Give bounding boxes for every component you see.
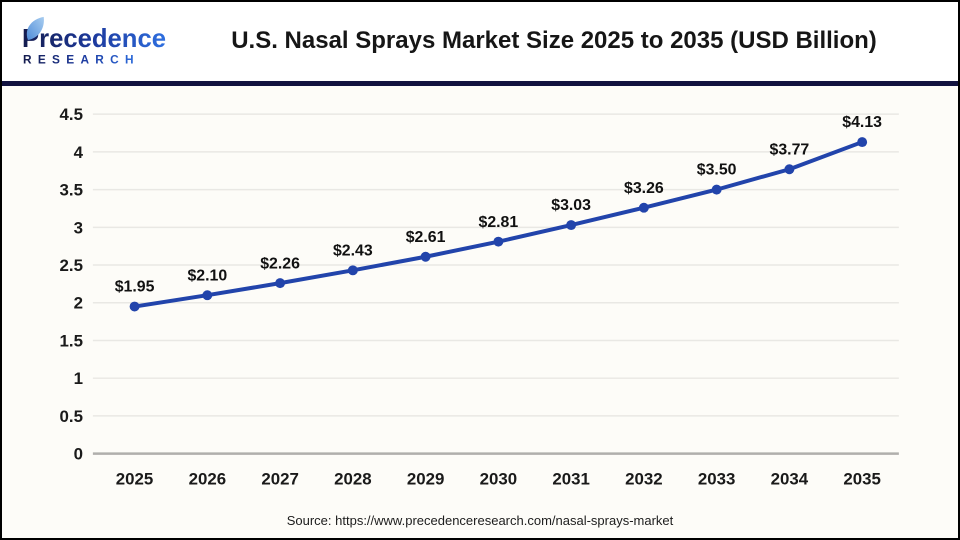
y-tick-label: 1 [74,369,83,388]
x-tick-label: 2033 [698,469,736,488]
y-tick-label: 0 [74,445,83,464]
data-point [493,236,504,247]
logo-subtext: RESEARCH [23,52,140,66]
data-label: $1.95 [115,279,155,296]
data-label: $3.03 [551,197,591,214]
y-tick-label: 2 [74,294,83,313]
x-tick-label: 2035 [843,469,881,488]
data-point [275,278,286,289]
y-tick-label: 4 [74,143,84,162]
x-tick-label: 2027 [261,469,299,488]
logo-wordmark: Precedence [22,24,166,52]
data-label: $2.61 [406,229,446,246]
x-tick-label: 2030 [480,469,518,488]
data-point [129,301,140,312]
y-tick-label: 3 [74,218,83,237]
data-label: $3.26 [624,180,664,197]
data-point [711,184,722,195]
x-tick-label: 2031 [552,469,590,488]
y-tick-label: 4.5 [60,105,83,124]
data-label: $3.77 [770,141,810,158]
data-point [784,164,795,175]
data-point [638,202,649,213]
data-label: $2.10 [187,267,227,284]
header: Precedence RESEARCH U.S. Nasal Sprays Ma… [2,2,958,86]
x-tick-label: 2029 [407,469,445,488]
y-tick-label: 1.5 [60,331,83,350]
x-tick-label: 2028 [334,469,372,488]
data-point [420,251,431,262]
source-text: Source: https://www.precedenceresearch.c… [286,513,674,528]
data-label: $2.81 [478,214,518,231]
data-point [202,290,213,301]
data-point [566,220,577,231]
leaf-icon [26,16,44,40]
x-tick-label: 2026 [189,469,227,488]
data-label: $3.50 [697,162,737,179]
chart-title: U.S. Nasal Sprays Market Size 2025 to 20… [231,27,877,55]
data-point [857,137,868,148]
trend-line [132,140,865,309]
y-tick-label: 2.5 [60,256,83,275]
x-tick-label: 2034 [771,469,809,488]
y-tick-label: 0.5 [60,407,83,426]
x-tick-label: 2025 [116,469,154,488]
precedence-research-logo: Precedence RESEARCH [22,16,166,66]
x-tick-label: 2032 [625,469,663,488]
y-tick-label: 3.5 [60,181,83,200]
data-label: $2.26 [260,255,300,272]
data-label: $4.13 [842,114,882,131]
data-point [347,265,358,276]
data-label: $2.43 [333,242,373,259]
